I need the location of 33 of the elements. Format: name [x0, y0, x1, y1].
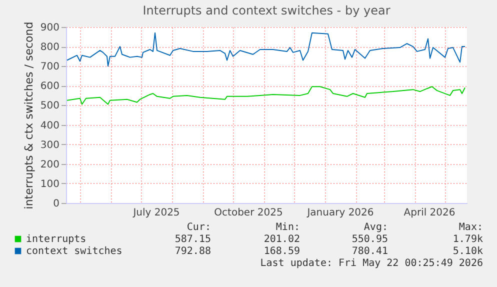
y-tick-label: 600 [40, 81, 60, 92]
y-tick-label: 400 [40, 120, 60, 132]
line-series [66, 32, 466, 67]
y-tick-label: 800 [40, 42, 60, 54]
text: 780.41 [352, 246, 388, 257]
text: 168.59 [264, 246, 300, 257]
text: 201.02 [264, 234, 300, 245]
text: Min: [276, 222, 300, 233]
text: Avg: [364, 222, 388, 233]
line-series [66, 86, 466, 105]
y-tick-label: 900 [40, 22, 60, 34]
x-tick-label: July 2025 [132, 208, 180, 218]
text: 550.95 [352, 234, 388, 245]
x-tick-label: April 2026 [404, 208, 456, 218]
y-tick-label: 100 [40, 178, 60, 190]
chart-title: Interrupts and context switches - by year [142, 3, 390, 18]
text: Max: [458, 222, 483, 233]
y-tick-label: 300 [40, 140, 60, 151]
text: 792.88 [174, 246, 211, 257]
text: Cur: [186, 222, 211, 233]
x-tick-label: October 2025 [214, 208, 283, 218]
text: 5.10k [452, 246, 483, 257]
y-tick-label: 0 [53, 198, 60, 210]
y-tick-label: 700 [40, 62, 60, 73]
x-tick-label: January 2026 [306, 208, 374, 218]
legend-label: interrupts [26, 234, 86, 245]
y-tick-label: 200 [40, 159, 60, 170]
text: Last update: Fri May 22 00:25:49 2026 [260, 258, 483, 269]
text: 1.79k [452, 234, 483, 245]
y-tick-label: 500 [40, 100, 60, 112]
y-axis-title: interrupts & ctx switches / second [22, 22, 36, 210]
text: 587.15 [174, 234, 211, 245]
legend-label: context switches [26, 246, 122, 257]
